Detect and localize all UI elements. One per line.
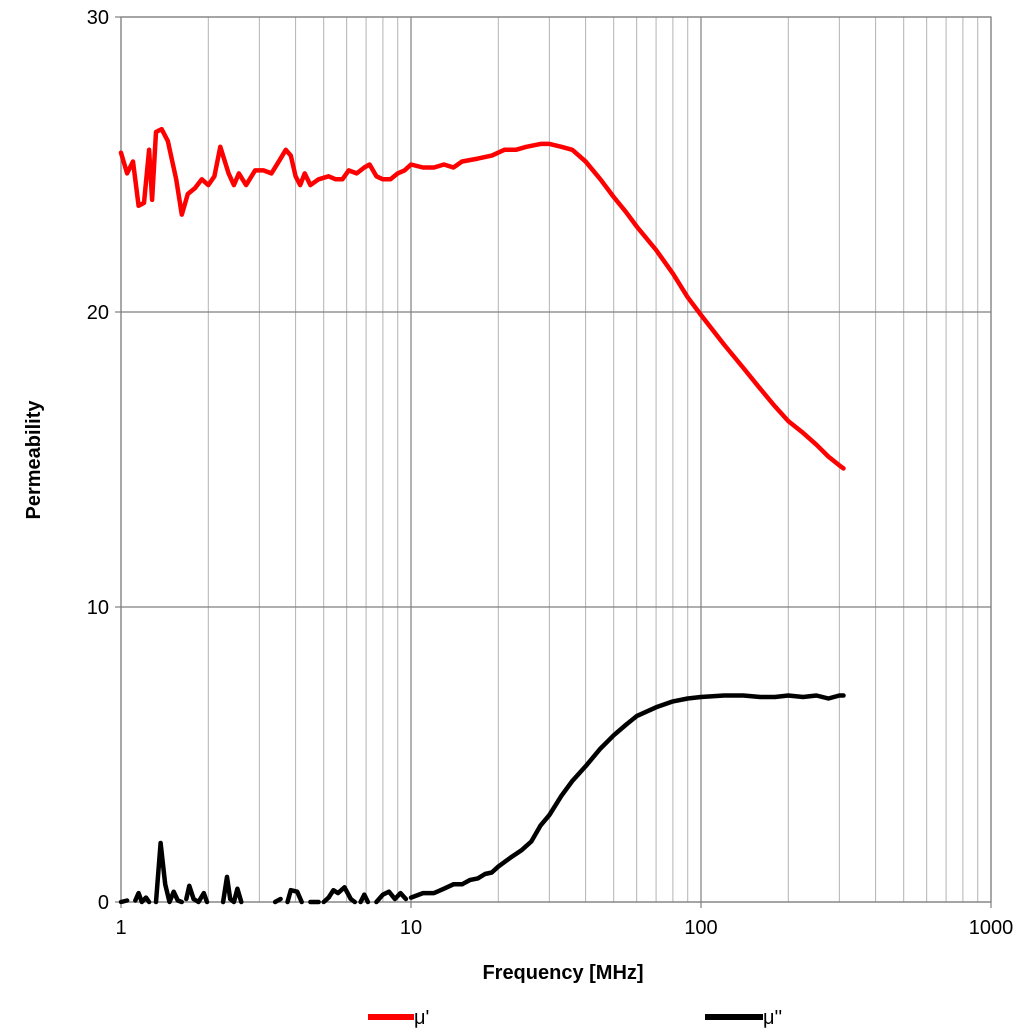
y-axis-title: Permeability: [23, 400, 45, 520]
series-line-mu-double-prime: [153, 840, 185, 905]
legend-label-mu-prime: μ': [414, 1007, 429, 1029]
x-tick-label: 1000: [969, 917, 1014, 939]
series-line-mu-double-prime: [321, 885, 358, 905]
legend: μ' μ'': [368, 1007, 782, 1029]
plot-area-border: [120, 16, 992, 903]
grid: [115, 16, 992, 908]
legend-label-mu-double-prime: μ'': [763, 1007, 782, 1029]
series-line-mu-double-prime: [133, 890, 152, 905]
x-axis-title: Frequency [MHz]: [482, 962, 643, 984]
series-line-mu-prime: [118, 126, 846, 471]
tick-labels: 1 10 100 1000 0 10 20 30: [87, 7, 1014, 939]
y-tick-label: 0: [98, 892, 109, 914]
y-tick-label: 20: [87, 302, 109, 324]
series-line-mu-double-prime: [220, 874, 244, 905]
x-tick-label: 1: [115, 917, 126, 939]
y-tick-label: 30: [87, 7, 109, 29]
series-line-mu-double-prime: [272, 896, 283, 905]
series-line-mu-double-prime: [184, 883, 210, 905]
series-line-mu-double-prime: [285, 887, 304, 905]
series-line-mu-double-prime: [408, 693, 846, 900]
y-tick-label: 10: [87, 597, 109, 619]
series-layer: [118, 126, 846, 905]
series-line-mu-double-prime: [118, 898, 130, 905]
x-tick-label: 100: [684, 917, 717, 939]
x-tick-label: 10: [400, 917, 422, 939]
series-line-mu-double-prime: [374, 889, 409, 905]
series-line-mu-double-prime: [358, 892, 371, 905]
